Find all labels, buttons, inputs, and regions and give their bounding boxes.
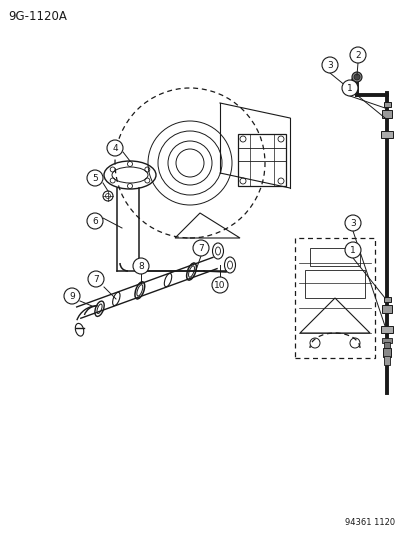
Text: 4: 4 — [112, 143, 118, 152]
Circle shape — [87, 213, 103, 229]
FancyBboxPatch shape — [381, 110, 391, 118]
Circle shape — [351, 72, 361, 82]
FancyBboxPatch shape — [381, 305, 391, 313]
Text: 7: 7 — [198, 244, 203, 253]
FancyBboxPatch shape — [383, 342, 389, 349]
Text: 8: 8 — [138, 262, 144, 271]
Circle shape — [344, 215, 360, 231]
Circle shape — [64, 288, 80, 304]
Circle shape — [107, 140, 123, 156]
Circle shape — [133, 258, 149, 274]
Text: 10: 10 — [214, 280, 225, 289]
FancyBboxPatch shape — [382, 348, 390, 357]
Text: 9: 9 — [69, 292, 75, 301]
FancyBboxPatch shape — [383, 356, 389, 365]
Text: 6: 6 — [92, 216, 97, 225]
Circle shape — [211, 277, 228, 293]
Text: 2: 2 — [354, 51, 360, 60]
Text: 3: 3 — [326, 61, 332, 69]
FancyBboxPatch shape — [381, 338, 391, 343]
Circle shape — [88, 271, 104, 287]
Text: 94361 1120: 94361 1120 — [344, 518, 394, 527]
FancyBboxPatch shape — [380, 326, 392, 333]
Text: 1: 1 — [346, 84, 352, 93]
FancyBboxPatch shape — [380, 131, 392, 138]
Text: 7: 7 — [93, 274, 99, 284]
Text: 9G-1120A: 9G-1120A — [8, 10, 67, 23]
FancyBboxPatch shape — [383, 102, 390, 107]
Circle shape — [349, 47, 365, 63]
Text: 3: 3 — [349, 219, 355, 228]
Circle shape — [353, 74, 359, 80]
FancyBboxPatch shape — [383, 297, 390, 302]
Text: 1: 1 — [349, 246, 355, 254]
Text: 5: 5 — [92, 174, 97, 182]
Circle shape — [344, 242, 360, 258]
Circle shape — [87, 170, 103, 186]
Circle shape — [321, 57, 337, 73]
Circle shape — [192, 240, 209, 256]
Circle shape — [341, 80, 357, 96]
